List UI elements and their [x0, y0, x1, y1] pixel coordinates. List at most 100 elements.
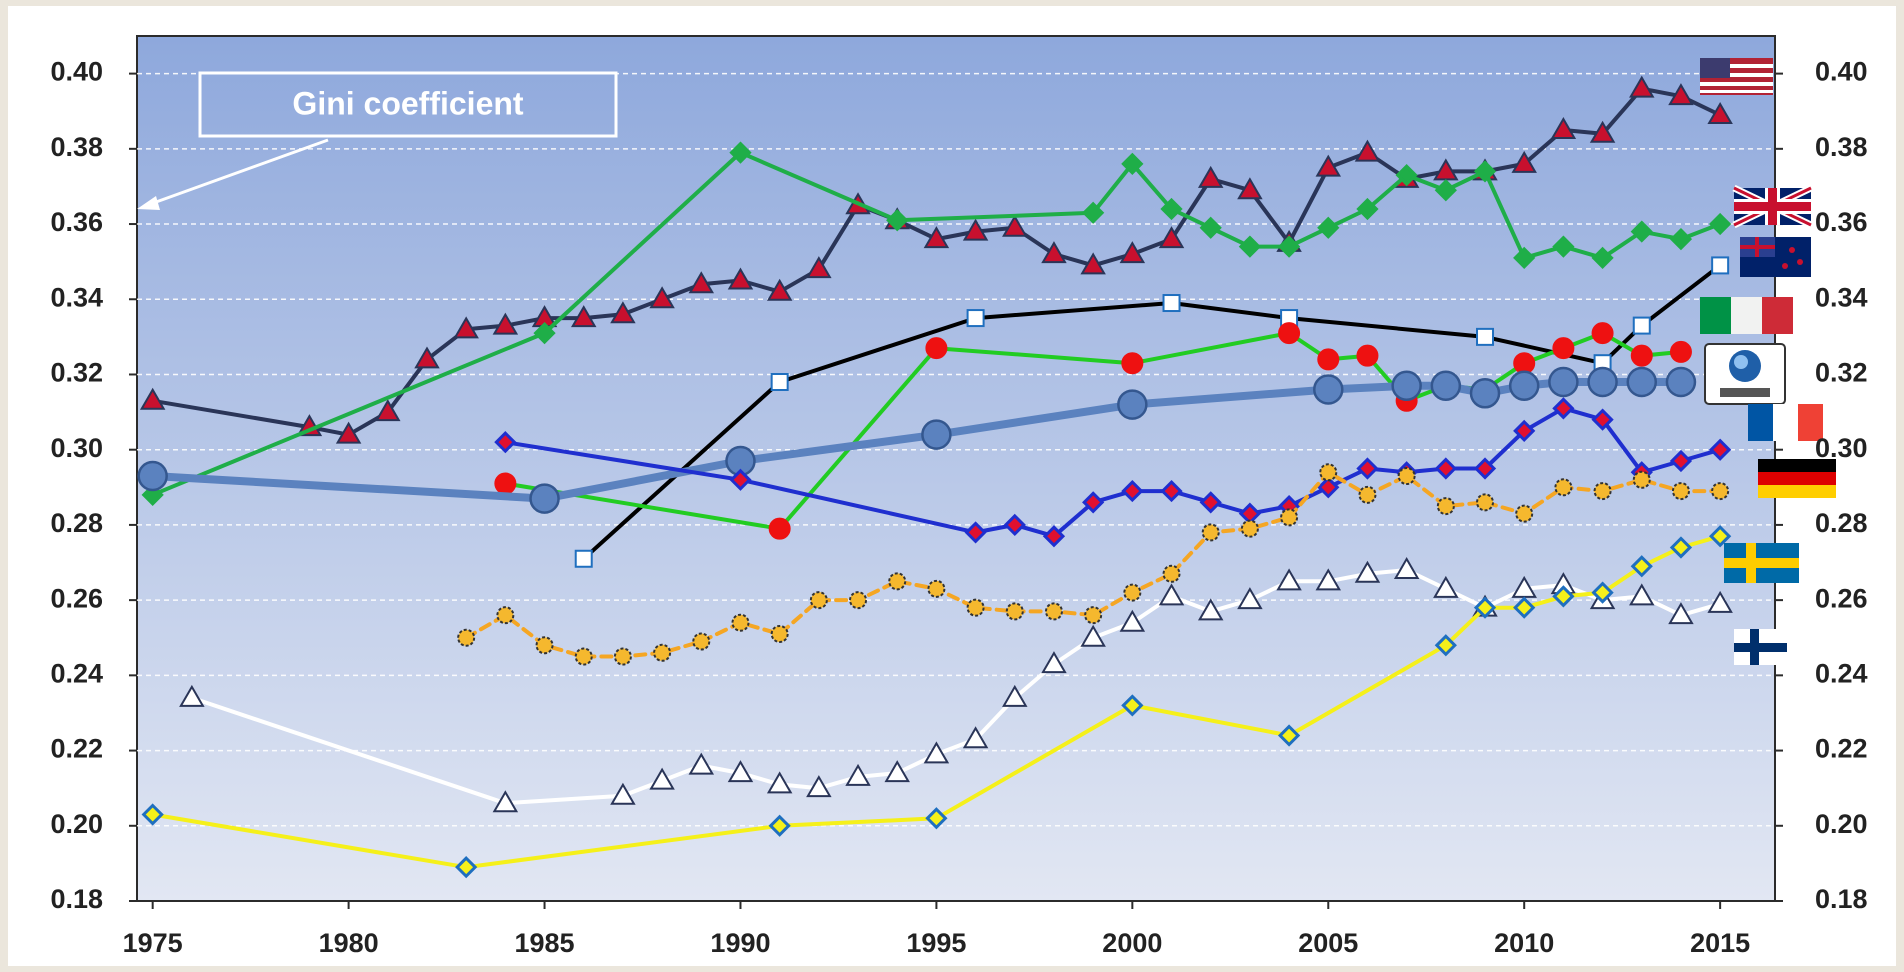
y-tick-label: 0.28 [50, 508, 103, 538]
marker [1434, 179, 1457, 202]
flag-uk [1732, 184, 1813, 229]
flag-finland [1734, 629, 1787, 665]
marker [1121, 479, 1144, 503]
x-tick-label: 2005 [1298, 928, 1358, 958]
marker [1276, 568, 1302, 591]
marker [1080, 624, 1106, 647]
marker [1317, 216, 1340, 239]
marker [888, 572, 907, 591]
marker [1117, 389, 1148, 420]
marker [141, 803, 164, 826]
marker [1630, 220, 1653, 243]
marker [1513, 352, 1536, 375]
arrow-head [137, 196, 160, 210]
marker [1629, 583, 1655, 606]
marker [1315, 154, 1342, 177]
x-tick-label: 2015 [1690, 928, 1750, 958]
marker [923, 226, 950, 249]
x-tick-label: 1980 [319, 928, 379, 958]
x-tick-label: 1975 [123, 928, 183, 958]
marker [1395, 164, 1418, 187]
marker [1709, 212, 1732, 236]
marker [1665, 366, 1697, 398]
marker [1709, 525, 1732, 548]
marker [1238, 235, 1262, 258]
marker [884, 760, 910, 783]
marker [1237, 177, 1263, 200]
marker [529, 483, 560, 514]
marker [492, 790, 519, 813]
marker [1119, 241, 1146, 264]
marker [1668, 602, 1694, 625]
marker [1277, 235, 1301, 258]
marker [1237, 587, 1263, 610]
marker [1201, 523, 1220, 542]
marker [1473, 457, 1497, 480]
marker [1709, 438, 1732, 461]
y-tick-label: 0.20 [50, 809, 103, 839]
series [179, 557, 1733, 813]
marker [533, 321, 556, 345]
marker [1121, 694, 1144, 717]
marker [1591, 581, 1614, 604]
marker [1199, 491, 1222, 514]
marker [1671, 482, 1690, 501]
marker [1473, 160, 1497, 183]
marker [1240, 519, 1259, 538]
marker [1158, 226, 1185, 249]
marker [1197, 598, 1224, 621]
marker [768, 517, 791, 540]
marker [570, 305, 597, 328]
marker [1513, 246, 1536, 270]
y-tick-label: 0.40 [50, 57, 103, 87]
marker [1552, 397, 1575, 420]
marker [613, 647, 632, 666]
marker [610, 301, 636, 324]
marker [535, 636, 554, 655]
marker [492, 312, 519, 335]
marker [1162, 294, 1181, 313]
marker [1397, 467, 1416, 486]
marker [1552, 337, 1575, 360]
x-tick-label: 1985 [515, 928, 575, 958]
series [141, 525, 1732, 879]
y2-tick-label: 0.26 [1815, 583, 1868, 613]
marker [1434, 457, 1457, 480]
marker [1629, 75, 1655, 98]
x-tick-label: 1995 [906, 928, 966, 958]
marker [574, 549, 593, 568]
marker [1552, 585, 1575, 608]
y-tick-label: 0.32 [50, 358, 103, 388]
series [137, 366, 1697, 514]
marker [496, 606, 515, 625]
marker [1393, 557, 1420, 580]
marker [653, 643, 672, 662]
marker [574, 647, 593, 666]
marker [1508, 370, 1540, 402]
marker [962, 218, 989, 241]
marker [925, 807, 948, 830]
marker [1513, 419, 1536, 443]
marker [1433, 575, 1459, 598]
marker [1591, 246, 1614, 270]
marker [1041, 651, 1067, 674]
marker [1589, 120, 1616, 143]
marker [1356, 344, 1379, 367]
marker [1121, 152, 1144, 175]
marker [1434, 634, 1457, 657]
series [141, 141, 1732, 506]
marker [1391, 370, 1422, 402]
marker [1626, 366, 1658, 398]
marker [137, 460, 168, 492]
marker [1278, 322, 1301, 345]
marker [1123, 583, 1142, 602]
marker [1354, 139, 1381, 162]
y2-tick-label: 0.20 [1815, 809, 1868, 839]
logo-oecd [1704, 343, 1786, 405]
marker [809, 591, 828, 610]
marker [1002, 684, 1028, 707]
marker [1513, 596, 1536, 619]
marker [1356, 197, 1379, 221]
marker [1552, 235, 1575, 258]
